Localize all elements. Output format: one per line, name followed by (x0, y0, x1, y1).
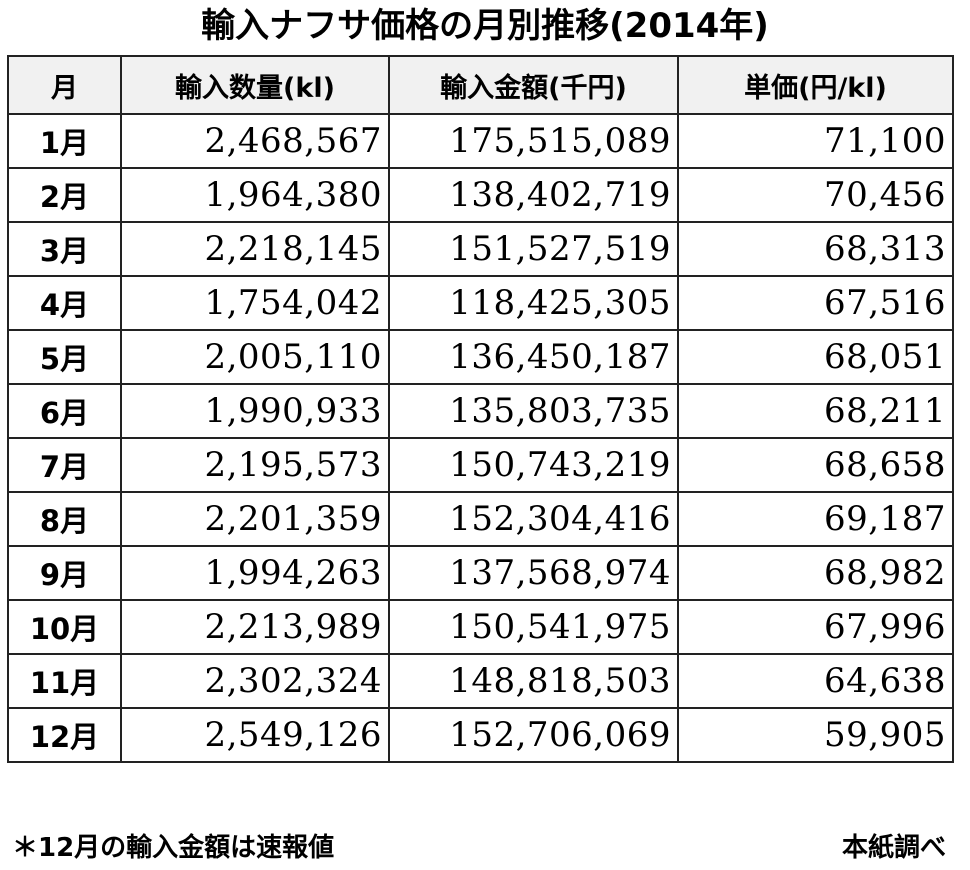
cell-import-quantity: 1,964,380 (120, 167, 390, 223)
cell-month: 10月 (7, 599, 122, 655)
cell-import-amount: 151,527,519 (388, 221, 679, 277)
naphtha-price-table: 月 輸入数量(kl) 輸入金額(千円) 単価(円/kl) 1月 2,468,567… (7, 55, 954, 763)
cell-month: 6月 (7, 383, 122, 439)
header-month: 月 (7, 55, 122, 115)
table-row: 1月 2,468,567 175,515,089 71,100 (7, 113, 954, 169)
cell-import-quantity: 2,549,126 (120, 707, 390, 763)
cell-import-amount: 118,425,305 (388, 275, 679, 331)
cell-import-quantity: 2,201,359 (120, 491, 390, 547)
cell-unit-price: 59,905 (677, 707, 954, 763)
cell-import-amount: 135,803,735 (388, 383, 679, 439)
cell-unit-price: 64,638 (677, 653, 954, 709)
cell-unit-price: 68,313 (677, 221, 954, 277)
cell-import-amount: 150,743,219 (388, 437, 679, 493)
table-row: 9月 1,994,263 137,568,974 68,982 (7, 545, 954, 601)
cell-import-amount: 136,450,187 (388, 329, 679, 385)
cell-month: 1月 (7, 113, 122, 169)
source-credit: 本紙調べ (841, 833, 946, 863)
table-row: 6月 1,990,933 135,803,735 68,211 (7, 383, 954, 439)
header-import-amount: 輸入金額(千円) (388, 55, 679, 115)
cell-unit-price: 68,051 (677, 329, 954, 385)
cell-unit-price: 69,187 (677, 491, 954, 547)
table-row: 2月 1,964,380 138,402,719 70,456 (7, 167, 954, 223)
header-unit-price: 単価(円/kl) (677, 55, 954, 115)
cell-import-amount: 175,515,089 (388, 113, 679, 169)
cell-month: 5月 (7, 329, 122, 385)
cell-import-amount: 148,818,503 (388, 653, 679, 709)
cell-import-amount: 138,402,719 (388, 167, 679, 223)
cell-import-quantity: 1,994,263 (120, 545, 390, 601)
cell-import-amount: 150,541,975 (388, 599, 679, 655)
cell-import-quantity: 2,218,145 (120, 221, 390, 277)
header-import-quantity: 輸入数量(kl) (120, 55, 390, 115)
cell-unit-price: 68,211 (677, 383, 954, 439)
cell-unit-price: 70,456 (677, 167, 954, 223)
cell-month: 11月 (7, 653, 122, 709)
cell-import-amount: 152,706,069 (388, 707, 679, 763)
cell-import-quantity: 1,754,042 (120, 275, 390, 331)
cell-import-quantity: 2,195,573 (120, 437, 390, 493)
footnote: ＊12月の輸入金額は速報値 (12, 833, 335, 863)
cell-unit-price: 71,100 (677, 113, 954, 169)
cell-unit-price: 68,982 (677, 545, 954, 601)
header-row: 月 輸入数量(kl) 輸入金額(千円) 単価(円/kl) (7, 55, 954, 115)
cell-import-quantity: 2,005,110 (120, 329, 390, 385)
cell-unit-price: 67,516 (677, 275, 954, 331)
cell-month: 12月 (7, 707, 122, 763)
table-row: 11月 2,302,324 148,818,503 64,638 (7, 653, 954, 709)
cell-month: 9月 (7, 545, 122, 601)
table-row: 12月 2,549,126 152,706,069 59,905 (7, 707, 954, 763)
cell-import-quantity: 2,302,324 (120, 653, 390, 709)
table-body: 1月 2,468,567 175,515,089 71,100 2月 1,964,380 1… (7, 113, 954, 763)
table-row: 4月 1,754,042 118,425,305 67,516 (7, 275, 954, 331)
table-row: 5月 2,005,110 136,450,187 68,051 (7, 329, 954, 385)
table-row: 10月 2,213,989 150,541,975 67,996 (7, 599, 954, 655)
cell-import-quantity: 1,990,933 (120, 383, 390, 439)
cell-unit-price: 68,658 (677, 437, 954, 493)
cell-month: 4月 (7, 275, 122, 331)
cell-import-quantity: 2,468,567 (120, 113, 390, 169)
cell-month: 3月 (7, 221, 122, 277)
table-row: 3月 2,218,145 151,527,519 68,313 (7, 221, 954, 277)
cell-import-quantity: 2,213,989 (120, 599, 390, 655)
table-title: 輸入ナフサ価格の月別推移(2014年) (201, 6, 769, 46)
cell-import-amount: 137,568,974 (388, 545, 679, 601)
cell-import-amount: 152,304,416 (388, 491, 679, 547)
table-row: 8月 2,201,359 152,304,416 69,187 (7, 491, 954, 547)
cell-month: 8月 (7, 491, 122, 547)
cell-month: 7月 (7, 437, 122, 493)
cell-unit-price: 67,996 (677, 599, 954, 655)
cell-month: 2月 (7, 167, 122, 223)
table-row: 7月 2,195,573 150,743,219 68,658 (7, 437, 954, 493)
